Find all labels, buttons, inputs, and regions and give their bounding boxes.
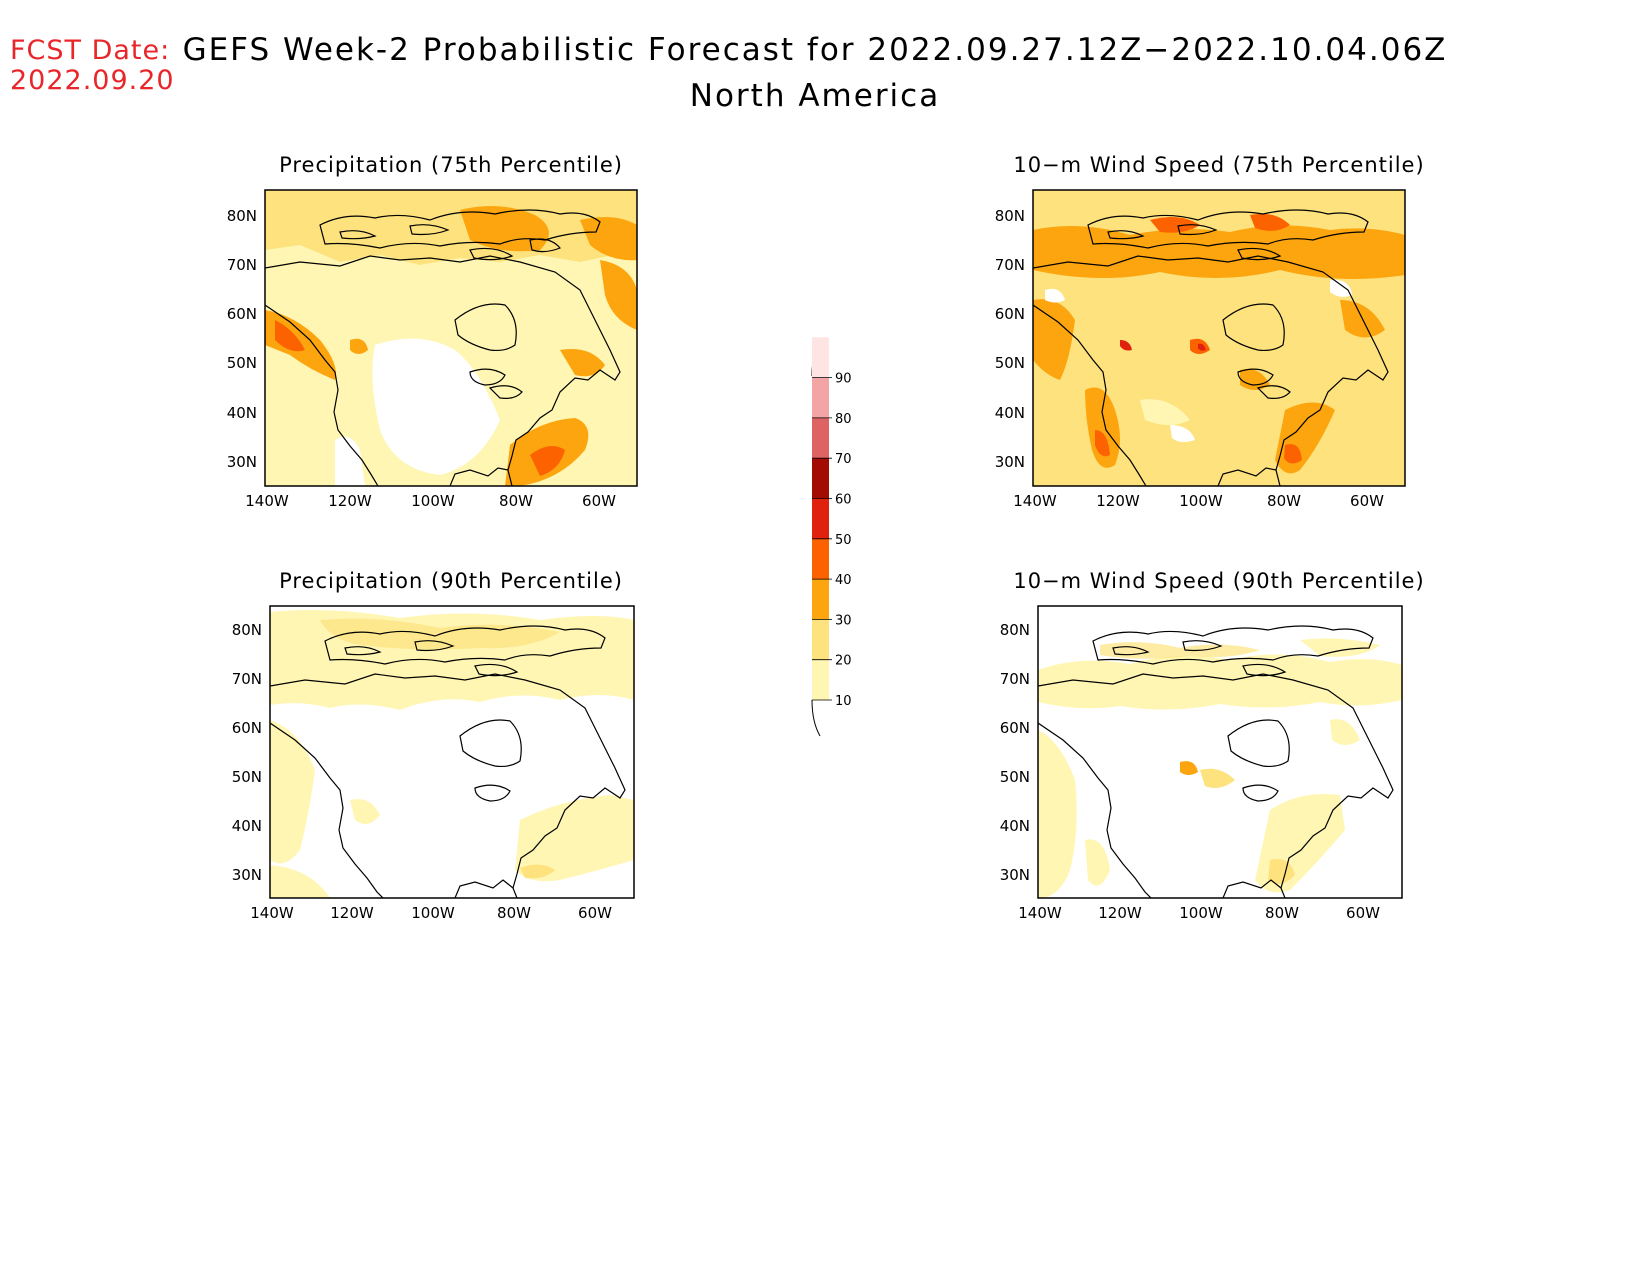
colorbar-level-label: 90	[835, 372, 852, 387]
colorbar-swatch	[812, 619, 829, 660]
colorbar-level-label: 20	[835, 654, 852, 669]
colorbar-level-label: 30	[835, 613, 852, 628]
lat-axis: 80N 70N 60N 50N 40N 30N	[227, 207, 257, 471]
lon-tick-label: 120W	[328, 492, 372, 510]
lat-tick-label: 50N	[232, 768, 262, 786]
lat-tick-label: 40N	[995, 404, 1025, 422]
map-frame	[264, 189, 638, 487]
lon-tick-label: 80W	[1265, 904, 1299, 922]
colorbar-level-label: 70	[835, 452, 852, 467]
panel-title: 10−m Wind Speed (90th Percentile)	[1013, 569, 1424, 593]
coastline	[1038, 625, 1394, 898]
coastline	[1033, 209, 1389, 486]
lon-tick-label: 80W	[497, 904, 531, 922]
colorbar-level-label: 60	[835, 493, 852, 508]
forecast-date: FCST Date: 2022.09.20	[10, 36, 175, 96]
colorbar-level-label: 80	[835, 412, 852, 427]
lon-tick-label: 60W	[578, 904, 612, 922]
colorbar-swatch	[812, 458, 829, 499]
panel-wind90: 10−m Wind Speed (90th Percentile)	[1000, 569, 1424, 922]
lat-tick-label: 70N	[995, 256, 1025, 274]
lon-axis: 140W 120W 100W 80W 60W	[250, 904, 612, 922]
lon-tick-label: 100W	[411, 904, 455, 922]
forecast-date-value: 2022.09.20	[10, 65, 175, 96]
colorbar-level-label: 40	[835, 573, 852, 588]
colorbar-swatch	[812, 659, 829, 700]
lon-tick-label: 80W	[499, 492, 533, 510]
colorbar-swatch	[812, 579, 829, 620]
colorbar-bottom-cap	[811, 699, 821, 737]
lon-axis: 140W 120W 100W 80W 60W	[1018, 904, 1380, 922]
lat-tick-label: 70N	[1000, 670, 1030, 688]
lat-tick-label: 30N	[1000, 866, 1030, 884]
colorbar-swatch	[812, 337, 829, 378]
lat-tick-label: 60N	[1000, 719, 1030, 737]
probability-field	[265, 190, 637, 486]
lat-tick-label: 60N	[232, 719, 262, 737]
panel-title: 10−m Wind Speed (75th Percentile)	[1013, 153, 1424, 177]
panel-title: Precipitation (90th Percentile)	[279, 569, 623, 593]
lat-tick-label: 80N	[1000, 621, 1030, 639]
lat-tick-label: 60N	[227, 305, 257, 323]
lon-tick-label: 100W	[1179, 492, 1223, 510]
lat-tick-label: 70N	[232, 670, 262, 688]
lon-tick-label: 120W	[330, 904, 374, 922]
page-subtitle: North America	[689, 78, 941, 114]
lon-tick-label: 80W	[1267, 492, 1301, 510]
lat-tick-label: 80N	[995, 207, 1025, 225]
lon-tick-label: 60W	[1350, 492, 1384, 510]
colorbar-swatch	[812, 377, 829, 418]
lon-axis: 140W 120W 100W 80W 60W	[1013, 492, 1384, 510]
lon-tick-label: 100W	[411, 492, 455, 510]
lat-tick-label: 50N	[995, 354, 1025, 372]
lon-tick-label: 120W	[1098, 904, 1142, 922]
forecast-date-label: FCST Date:	[10, 35, 171, 66]
lon-tick-label: 140W	[1013, 492, 1057, 510]
lat-tick-label: 30N	[232, 866, 262, 884]
panel-precip75: Precipitation (75th Percentile)	[227, 153, 638, 510]
lat-axis: 80N 70N 60N 50N 40N 30N	[1000, 621, 1030, 884]
map-frame	[1032, 189, 1406, 487]
coastline	[265, 209, 621, 486]
colorbar-swatch	[812, 498, 829, 539]
coastline	[270, 625, 626, 898]
panel-wind75: 10−m Wind Speed (75th Percentile)	[995, 153, 1424, 510]
lon-tick-label: 60W	[1346, 904, 1380, 922]
map-frame	[269, 605, 635, 899]
lat-tick-label: 80N	[232, 621, 262, 639]
lat-tick-label: 50N	[1000, 768, 1030, 786]
lat-tick-label: 80N	[227, 207, 257, 225]
panel-precip90: Precipitation (90th Percentile) 80N 70N	[232, 569, 635, 922]
lon-tick-label: 140W	[1018, 904, 1062, 922]
lat-tick-label: 30N	[995, 453, 1025, 471]
lat-tick-label: 70N	[227, 256, 257, 274]
probability-field	[1038, 606, 1402, 898]
lat-tick-label: 50N	[227, 354, 257, 372]
lat-tick-label: 30N	[227, 453, 257, 471]
lon-axis: 140W 120W 100W 80W 60W	[245, 492, 616, 510]
colorbar-swatch	[812, 538, 829, 580]
probability-field	[1033, 190, 1405, 486]
lat-axis: 80N 70N 60N 50N 40N 30N	[232, 621, 262, 884]
page-title: GEFS Week-2 Probabilistic Forecast for 2…	[182, 32, 1448, 68]
lon-tick-label: 100W	[1179, 904, 1223, 922]
lat-tick-label: 60N	[995, 305, 1025, 323]
lon-tick-label: 140W	[250, 904, 294, 922]
map-frame	[1037, 605, 1403, 899]
lon-tick-label: 60W	[582, 492, 616, 510]
lat-tick-label: 40N	[232, 817, 262, 835]
colorbar-swatch	[812, 417, 829, 459]
colorbar-level-label: 10	[835, 694, 852, 709]
lon-tick-label: 120W	[1096, 492, 1140, 510]
panel-title: Precipitation (75th Percentile)	[279, 153, 623, 177]
colorbar-level-label: 50	[835, 533, 852, 548]
lat-axis: 80N 70N 60N 50N 40N 30N	[995, 207, 1025, 471]
lat-tick-label: 40N	[227, 404, 257, 422]
lat-tick-label: 40N	[1000, 817, 1030, 835]
lon-tick-label: 140W	[245, 492, 289, 510]
colorbar: 10 20 30 40 50 60 70 80 90	[811, 337, 852, 737]
probability-field	[270, 606, 634, 898]
